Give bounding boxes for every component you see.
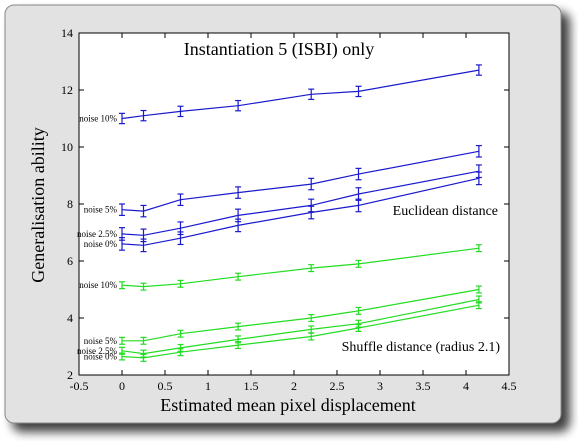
x-axis-label: Estimated mean pixel displacement — [160, 395, 415, 415]
error-bar — [119, 352, 125, 361]
error-bar — [140, 204, 147, 218]
series-label: noise 5% — [84, 336, 118, 346]
error-bar — [355, 167, 362, 181]
series-label: noise 2.5% — [77, 346, 117, 356]
error-bar — [140, 282, 147, 291]
x-tick-label: 0 — [119, 379, 125, 393]
series-label: noise 10% — [79, 114, 117, 124]
series-label: noise 5% — [84, 205, 118, 215]
series-euclidean-1 — [119, 144, 482, 218]
y-axis-label: Generalisation ability — [28, 127, 48, 282]
error-bar — [355, 323, 362, 332]
x-tick-label: 2.5 — [330, 379, 345, 393]
y-tick-label: 12 — [61, 83, 73, 97]
error-bar — [235, 218, 242, 233]
x-tick-label: 1.5 — [244, 379, 259, 393]
shuffle-distance-annotation: Shuffle distance (radius 2.1) — [342, 340, 501, 355]
x-tick-label: 3 — [377, 379, 383, 393]
series-layer — [119, 64, 482, 362]
error-bar — [119, 281, 125, 290]
error-bar — [119, 237, 125, 251]
error-bar — [177, 193, 184, 207]
error-bar — [177, 105, 184, 118]
chart-title: Instantiation 5 (ISBI) only — [184, 39, 374, 60]
error-bar — [308, 88, 315, 101]
series-label: noise 2.5% — [77, 229, 117, 239]
x-tick-label: 4 — [463, 379, 469, 393]
series-euclidean-3 — [119, 171, 482, 253]
x-tick-label: -0.5 — [70, 379, 89, 393]
error-bar — [140, 353, 147, 362]
y-tick-label: 8 — [67, 197, 73, 211]
error-bar — [177, 348, 184, 357]
y-tick-label: 6 — [67, 254, 73, 268]
x-tick-label: 0.5 — [158, 379, 173, 393]
y-tick-label: 10 — [61, 140, 73, 154]
series-label: noise 0% — [84, 239, 118, 249]
error-bar — [177, 329, 184, 338]
series-label: noise 10% — [79, 280, 117, 290]
error-bar — [140, 109, 147, 122]
series-shuffle-5 — [119, 285, 482, 345]
error-bar — [177, 279, 184, 288]
x-tick-label: 2 — [291, 379, 297, 393]
error-bar — [475, 301, 482, 310]
error-bar — [119, 112, 125, 125]
error-bar — [355, 259, 362, 268]
error-bar — [355, 85, 362, 98]
error-bar — [235, 341, 242, 350]
error-bar — [235, 322, 242, 331]
y-tick-label: 14 — [61, 26, 73, 40]
error-bar — [235, 272, 242, 281]
error-bar — [475, 64, 482, 76]
y-tick-label: 2 — [67, 368, 73, 382]
error-bar — [475, 244, 482, 253]
error-bar — [308, 264, 315, 273]
error-bar — [140, 238, 147, 253]
y-tick-label: 4 — [67, 311, 73, 325]
series-shuffle-7 — [119, 301, 482, 362]
error-bar — [119, 203, 125, 216]
error-bar — [140, 336, 147, 345]
error-bar — [475, 144, 482, 158]
error-bar — [235, 186, 242, 199]
error-bar — [235, 99, 242, 112]
error-bar — [308, 177, 315, 191]
euclidean-distance-annotation: Euclidean distance — [393, 204, 498, 219]
error-bar — [308, 205, 315, 220]
error-bar — [308, 313, 315, 323]
x-tick-label: 4.5 — [502, 379, 517, 393]
series-shuffle-4 — [119, 244, 482, 291]
series-labels: noise 10%noise 5%noise 2.5%noise 0%noise… — [77, 114, 117, 362]
plot-area — [78, 32, 510, 376]
series-euclidean-0 — [119, 64, 482, 125]
x-tick-label: 1 — [205, 379, 211, 393]
axes: -0.5 0 0.5 1 1.5 2 2.5 3 3.5 4 4.5 2 4 6 8 10 12 14 — [61, 26, 517, 393]
error-bar — [355, 198, 362, 213]
error-bar — [119, 336, 125, 345]
error-bar — [475, 285, 482, 294]
error-bar — [355, 306, 362, 315]
series-label: noise 0% — [84, 351, 118, 361]
error-bar — [308, 332, 315, 341]
x-tick-label: 3.5 — [416, 379, 431, 393]
error-bar — [475, 171, 482, 186]
error-bar — [177, 231, 184, 246]
